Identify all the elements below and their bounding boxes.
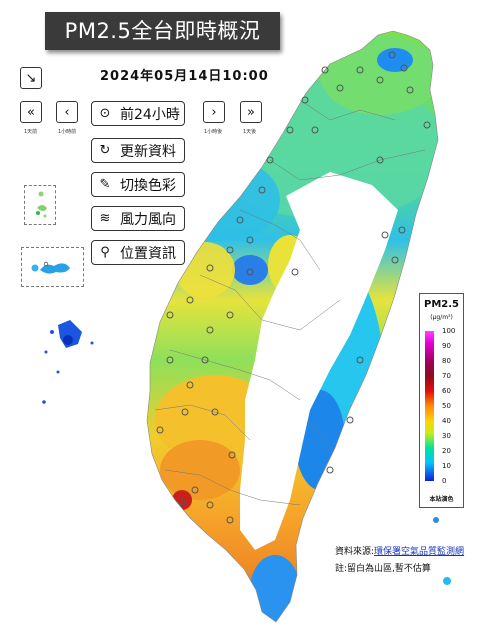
- legend-tick: 80: [442, 357, 451, 365]
- double-chevron-right-icon: »: [247, 104, 255, 120]
- location-pin-icon: ⚲: [100, 245, 110, 260]
- wind-button[interactable]: ≋ 風力風向: [91, 206, 185, 231]
- pm25-legend: PM2.5 (μg/m³) 100 90 80 70 60 50 40 30 2…: [419, 293, 464, 508]
- legend-color-bar: [425, 331, 434, 481]
- refresh-button[interactable]: ↻ 更新資料: [91, 138, 185, 163]
- forward-1-hour-label: 1小時後: [204, 129, 223, 135]
- kinmen-islands-map: [31, 261, 70, 274]
- paintbrush-icon: ✎: [99, 177, 111, 192]
- back-1-hour-button[interactable]: ‹: [56, 101, 78, 123]
- legend-tick: 10: [442, 462, 451, 470]
- location-button[interactable]: ⚲ 位置資訊: [91, 240, 185, 265]
- data-source-link[interactable]: 環保署空氣品質監測網: [374, 547, 465, 557]
- back-1-day-label: 1天前: [24, 129, 38, 135]
- chevron-right-icon: ›: [211, 104, 217, 120]
- back-24-hours-button[interactable]: ⊙ 前24小時: [91, 101, 185, 126]
- legend-tick: 0: [442, 477, 447, 485]
- legend-tick: 70: [442, 372, 451, 380]
- refresh-label: 更新資料: [120, 143, 176, 160]
- data-source: 資料來源:環保署空氣品質監測網: [335, 544, 464, 557]
- data-source-prefix: 資料來源:: [335, 547, 375, 557]
- refresh-icon: ↻: [99, 143, 111, 158]
- page-title: PM2.5全台即時概況: [45, 12, 280, 50]
- switch-color-button[interactable]: ✎ 切換色彩: [91, 172, 185, 197]
- pm25-fill: [147, 31, 438, 622]
- monitoring-stations: [156, 51, 431, 524]
- back-1-day-button[interactable]: «: [20, 101, 42, 123]
- forward-1-hour-button[interactable]: ›: [203, 101, 225, 123]
- forward-1-day-button[interactable]: »: [240, 101, 262, 123]
- orchid-island: [443, 577, 451, 585]
- matsu-islands-map: [36, 191, 47, 218]
- wind-icon: ≋: [99, 211, 111, 226]
- double-chevron-left-icon: «: [27, 104, 35, 120]
- play-circle-icon: ⊙: [99, 106, 111, 121]
- legend-tick: 50: [442, 402, 451, 410]
- map-note: 註:留白為山區,暫不估算: [335, 564, 431, 574]
- legend-title: PM2.5: [424, 299, 459, 310]
- kinmen-inset[interactable]: [21, 247, 84, 287]
- forward-1-day-label: 1天後: [243, 129, 257, 135]
- legend-tick: 40: [442, 417, 451, 425]
- legend-tick: 20: [442, 447, 451, 455]
- back-24-hours-label: 前24小時: [120, 106, 180, 123]
- county-boundaries: [154, 99, 426, 506]
- location-label: 位置資訊: [120, 245, 176, 262]
- wind-label: 風力風向: [120, 211, 176, 228]
- timestamp: 2024年05月14日10:00: [100, 69, 269, 84]
- legend-tick: 60: [442, 387, 451, 395]
- arrow-down-right-icon: ↘: [25, 70, 37, 86]
- matsu-inset[interactable]: [24, 185, 56, 225]
- chevron-left-icon: ‹: [64, 104, 70, 120]
- collapse-button[interactable]: ↘: [20, 67, 42, 89]
- legend-tick: 30: [442, 432, 451, 440]
- legend-unit: (μg/m³): [430, 314, 453, 321]
- green-island: [433, 517, 439, 523]
- switch-color-label: 切換色彩: [120, 177, 176, 194]
- back-1-hour-label: 1小時前: [58, 129, 77, 135]
- penghu-islands: [42, 320, 94, 404]
- legend-tick: 90: [442, 342, 451, 350]
- legend-station-note: 本站演色: [429, 496, 454, 503]
- legend-tick: 100: [442, 327, 456, 335]
